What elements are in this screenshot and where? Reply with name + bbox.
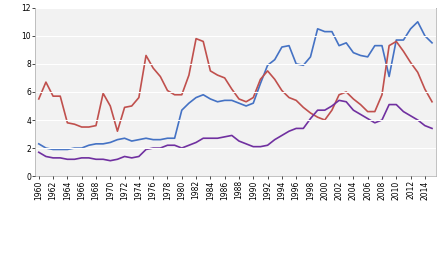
Stati Uniti	[272, 78, 277, 81]
Unione europea	[36, 142, 41, 145]
Stati Uniti	[36, 97, 41, 100]
Stati Uniti	[186, 74, 191, 77]
Giappone	[301, 127, 306, 130]
Giappone	[43, 155, 48, 158]
Stati Uniti	[308, 111, 313, 114]
Giappone	[286, 130, 292, 133]
Giappone	[36, 151, 41, 154]
Stati Uniti	[429, 100, 435, 103]
Giappone	[337, 99, 342, 102]
Stati Uniti	[115, 130, 120, 133]
Unione europea	[265, 64, 270, 67]
Giappone	[429, 127, 435, 130]
Giappone	[351, 109, 356, 112]
Unione europea	[43, 147, 48, 150]
Unione europea	[186, 102, 191, 105]
Unione europea	[429, 41, 435, 44]
Line: Unione europea: Unione europea	[39, 22, 432, 149]
Unione europea	[51, 148, 56, 151]
Unione europea	[286, 44, 292, 47]
Stati Uniti	[43, 81, 48, 84]
Unione europea	[344, 41, 349, 44]
Unione europea	[415, 20, 420, 23]
Line: Giappone: Giappone	[39, 100, 432, 161]
Giappone	[108, 159, 113, 162]
Giappone	[186, 144, 191, 147]
Giappone	[265, 144, 270, 147]
Stati Uniti	[194, 37, 199, 40]
Stati Uniti	[293, 99, 299, 102]
Unione europea	[301, 64, 306, 67]
Stati Uniti	[351, 97, 356, 100]
Line: Stati Uniti: Stati Uniti	[39, 39, 432, 131]
